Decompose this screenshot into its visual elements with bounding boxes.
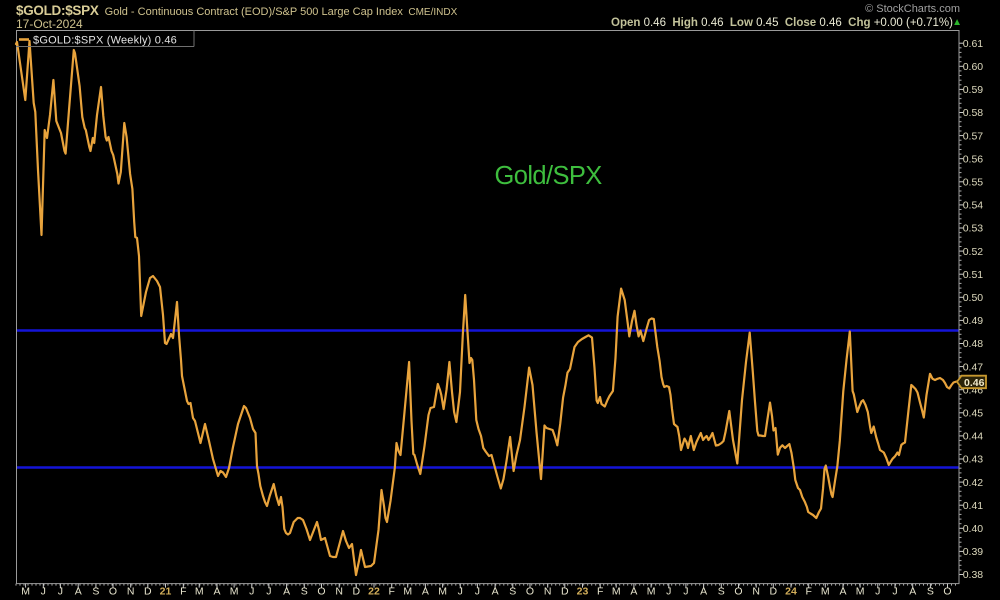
svg-text:S: S (718, 586, 725, 598)
svg-text:A: A (492, 586, 499, 598)
svg-text:0.44: 0.44 (963, 431, 984, 443)
svg-text:F: F (388, 586, 394, 598)
svg-text:0.58: 0.58 (963, 107, 984, 119)
svg-text:0.52: 0.52 (963, 246, 984, 258)
svg-text:D: D (353, 586, 361, 598)
svg-text:D: D (561, 586, 569, 598)
svg-text:0.39: 0.39 (963, 546, 984, 558)
svg-text:J: J (892, 586, 897, 598)
svg-text:N: N (752, 586, 760, 598)
svg-text:O: O (734, 586, 742, 598)
svg-text:0.60: 0.60 (963, 61, 984, 73)
svg-text:0.46: 0.46 (964, 377, 985, 389)
svg-text:N: N (335, 586, 343, 598)
svg-text:0.61: 0.61 (963, 38, 984, 50)
svg-text:J: J (41, 586, 46, 598)
svg-text:0.40: 0.40 (963, 523, 984, 535)
svg-text:A: A (630, 586, 637, 598)
svg-text:O: O (317, 586, 325, 598)
svg-text:0.45: 0.45 (963, 408, 984, 420)
svg-text:M: M (612, 586, 621, 598)
svg-text:M: M (403, 586, 412, 598)
svg-text:0.47: 0.47 (963, 361, 984, 373)
svg-text:M: M (821, 586, 830, 598)
svg-text:0.55: 0.55 (963, 177, 984, 189)
svg-text:0.50: 0.50 (963, 292, 984, 304)
svg-text:0.43: 0.43 (963, 454, 984, 466)
svg-text:Gold/SPX: Gold/SPX (495, 162, 603, 190)
svg-text:0.51: 0.51 (963, 269, 984, 281)
svg-text:A: A (839, 586, 846, 598)
svg-text:M: M (21, 586, 30, 598)
svg-text:F: F (180, 586, 186, 598)
svg-text:M: M (195, 586, 204, 598)
svg-text:J: J (475, 586, 480, 598)
svg-text:D: D (144, 586, 152, 598)
svg-text:22: 22 (368, 586, 380, 598)
svg-text:N: N (544, 586, 552, 598)
svg-text:23: 23 (577, 586, 589, 598)
svg-text:N: N (127, 586, 135, 598)
svg-text:M: M (856, 586, 865, 598)
svg-text:0.49: 0.49 (963, 315, 984, 327)
svg-text:D: D (770, 586, 778, 598)
svg-text:0.42: 0.42 (963, 477, 984, 489)
svg-text:0.54: 0.54 (963, 200, 984, 212)
svg-text:0.57: 0.57 (963, 130, 984, 142)
svg-text:S: S (509, 586, 516, 598)
svg-text:M: M (230, 586, 239, 598)
svg-text:0.53: 0.53 (963, 223, 984, 235)
svg-text:J: J (266, 586, 271, 598)
svg-text:A: A (283, 586, 290, 598)
svg-text:S: S (927, 586, 934, 598)
svg-text:O: O (109, 586, 117, 598)
svg-text:M: M (647, 586, 656, 598)
svg-text:A: A (909, 586, 916, 598)
svg-text:0.38: 0.38 (963, 569, 984, 581)
svg-text:J: J (58, 586, 63, 598)
svg-text:A: A (422, 586, 429, 598)
svg-text:0.48: 0.48 (963, 338, 984, 350)
svg-text:J: J (666, 586, 671, 598)
svg-text:J: J (458, 586, 463, 598)
svg-text:24: 24 (785, 586, 797, 598)
svg-text:0.56: 0.56 (963, 153, 984, 165)
svg-text:A: A (213, 586, 220, 598)
svg-text:0.41: 0.41 (963, 500, 984, 512)
svg-text:0.59: 0.59 (963, 84, 984, 96)
svg-text:S: S (92, 586, 99, 598)
svg-text:F: F (597, 586, 603, 598)
svg-text:21: 21 (160, 586, 172, 598)
svg-text:O: O (526, 586, 534, 598)
svg-text:J: J (249, 586, 254, 598)
svg-text:O: O (943, 586, 951, 598)
svg-text:S: S (301, 586, 308, 598)
svg-text:J: J (683, 586, 688, 598)
svg-text:F: F (805, 586, 811, 598)
svg-text:$GOLD:$SPX (Weekly) 0.46: $GOLD:$SPX (Weekly) 0.46 (33, 35, 177, 47)
svg-text:A: A (700, 586, 707, 598)
svg-text:J: J (875, 586, 880, 598)
svg-text:A: A (75, 586, 82, 598)
svg-text:M: M (438, 586, 447, 598)
